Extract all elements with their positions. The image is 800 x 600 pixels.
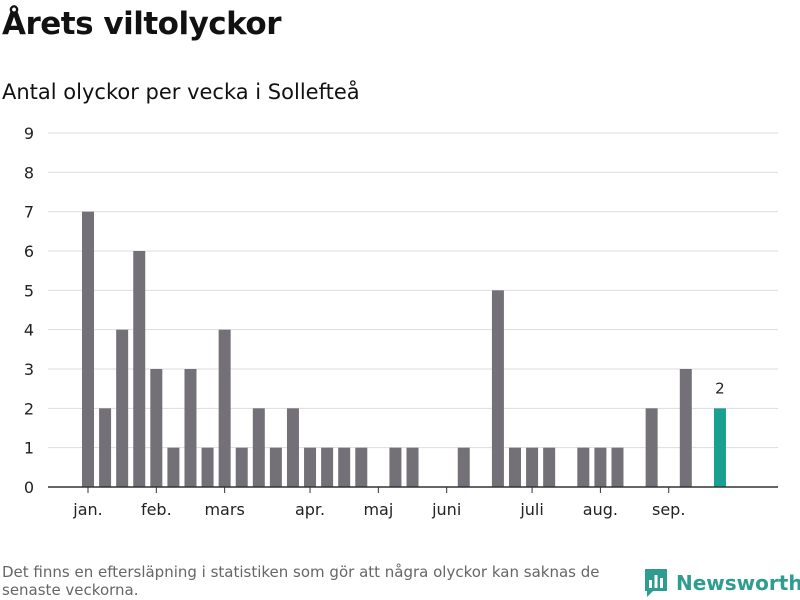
- x-tick-label: mars: [204, 500, 244, 519]
- bar: [201, 447, 214, 487]
- bar: [82, 211, 94, 487]
- x-tick-label: sep.: [652, 500, 685, 519]
- y-tick-label: 1: [24, 439, 34, 458]
- y-tick-label: 8: [24, 163, 34, 182]
- newsworthy-logo[interactable]: Newsworthy: [644, 568, 800, 598]
- y-tick-label: 5: [24, 281, 34, 300]
- footnote: Det finns en eftersläpning i statistiken…: [2, 563, 600, 599]
- bar: [577, 447, 590, 487]
- highlight-value-label: 2: [715, 379, 725, 397]
- bar: [543, 447, 556, 487]
- logo-text: Newsworthy: [676, 571, 800, 595]
- bar: [491, 290, 504, 487]
- bar: [611, 447, 624, 487]
- bar: [286, 408, 299, 487]
- bar: [457, 447, 470, 487]
- grid-lines: [48, 132, 778, 449]
- x-tick-label: aug.: [583, 500, 618, 519]
- axes: 0 1 2 3 4 5 6 7 8 9 2 jan. feb. mars apr. maj juni juli au…: [24, 124, 778, 519]
- bar: [235, 447, 248, 487]
- bar: [116, 329, 129, 487]
- x-tick-label: juni: [431, 500, 461, 519]
- x-tick-label: maj: [363, 500, 393, 519]
- y-tick-label: 4: [24, 321, 34, 340]
- bar: [99, 408, 112, 487]
- bars: [82, 211, 726, 487]
- y-tick-label: 6: [24, 242, 34, 261]
- bar: [594, 447, 607, 487]
- bar: [304, 447, 317, 487]
- bar: [184, 369, 197, 487]
- bar: [150, 369, 163, 487]
- y-tick-label: 9: [24, 124, 34, 143]
- y-tick-label: 3: [24, 360, 34, 379]
- x-tick-label: apr.: [295, 500, 325, 519]
- x-tick-label: feb.: [141, 500, 172, 519]
- bar: [133, 251, 146, 487]
- bar: [167, 447, 180, 487]
- y-tick-label: 7: [24, 203, 34, 222]
- x-tick-label: juli: [519, 500, 543, 519]
- chart-subtitle: Antal olyckor per vecka i Sollefteå: [2, 80, 360, 104]
- bar: [338, 447, 351, 487]
- bar: [679, 369, 692, 487]
- bar: [355, 447, 368, 487]
- bar: [321, 447, 334, 487]
- highlight-bar: [713, 408, 726, 487]
- bar: [526, 447, 539, 487]
- y-tick-label: 0: [24, 478, 34, 497]
- bar: [509, 447, 521, 487]
- x-tick-label: jan.: [72, 500, 102, 519]
- bar: [218, 329, 231, 487]
- bar: [406, 447, 419, 487]
- bar: [269, 447, 282, 487]
- chart-title: Årets viltolyckor: [2, 6, 282, 42]
- y-tick-label: 2: [24, 399, 34, 418]
- bar: [645, 408, 658, 487]
- bar: [252, 408, 265, 487]
- bar: [389, 447, 402, 487]
- chart-bubble-icon: [645, 569, 667, 597]
